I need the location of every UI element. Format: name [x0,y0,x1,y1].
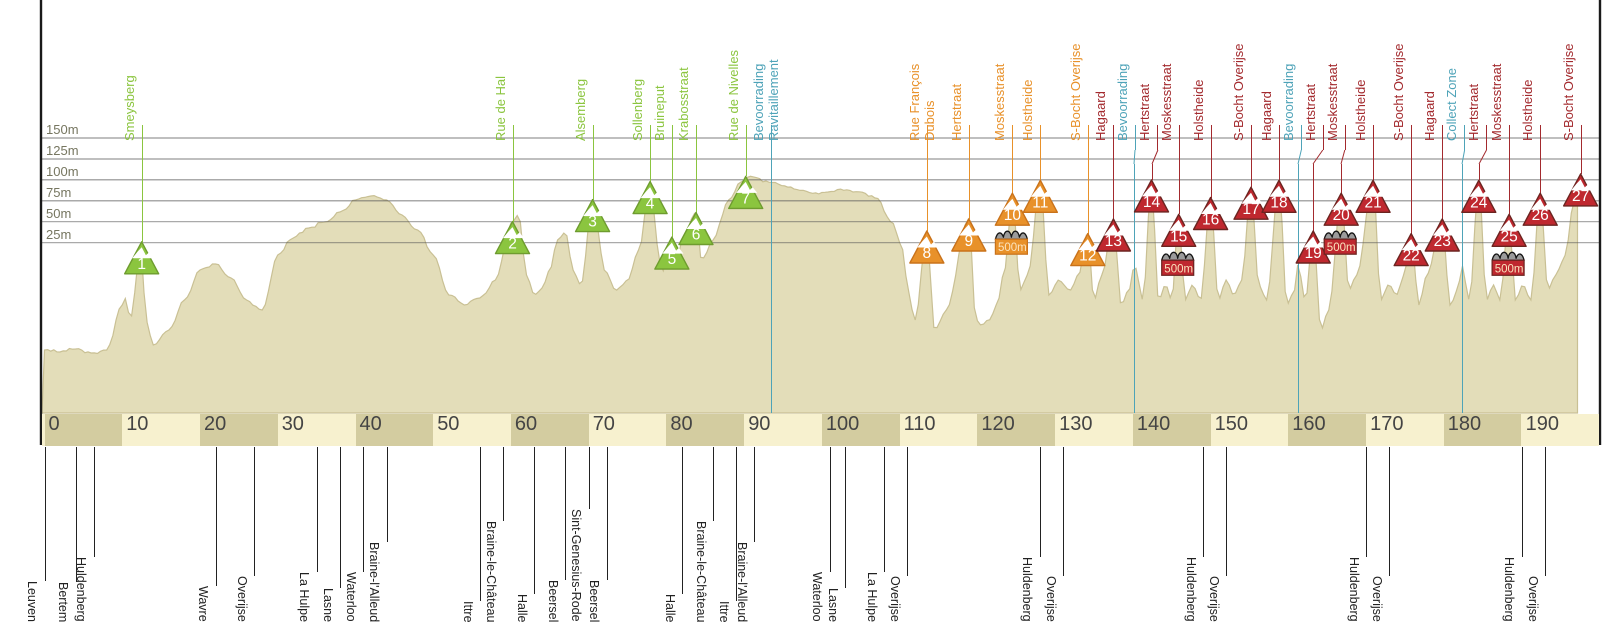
svg-text:1: 1 [137,256,146,273]
svg-text:17: 17 [1242,201,1259,218]
svg-text:19: 19 [1305,245,1322,262]
svg-text:22: 22 [1403,248,1420,265]
svg-text:10: 10 [1004,207,1022,224]
svg-text:4: 4 [646,196,655,213]
svg-text:3: 3 [588,214,597,231]
svg-text:7: 7 [741,190,750,207]
svg-text:23: 23 [1434,233,1451,250]
svg-text:13: 13 [1105,233,1122,250]
svg-text:27: 27 [1572,188,1589,205]
svg-text:25: 25 [1500,228,1517,245]
svg-text:6: 6 [692,227,701,244]
svg-text:15: 15 [1170,228,1187,245]
svg-text:9: 9 [964,233,973,250]
svg-text:5: 5 [668,251,677,268]
svg-text:12: 12 [1079,248,1096,265]
svg-text:500m: 500m [998,242,1027,254]
svg-text:11: 11 [1032,194,1048,211]
svg-text:24: 24 [1470,194,1488,211]
svg-text:500m: 500m [1327,242,1356,254]
svg-text:500m: 500m [1495,263,1524,275]
svg-text:16: 16 [1202,212,1219,229]
svg-text:21: 21 [1364,194,1381,211]
svg-text:500m: 500m [1164,263,1193,275]
svg-text:14: 14 [1143,194,1161,211]
svg-text:20: 20 [1333,207,1351,224]
svg-text:2: 2 [508,236,517,253]
svg-text:8: 8 [922,245,931,262]
svg-text:26: 26 [1532,207,1549,224]
svg-text:18: 18 [1270,194,1287,211]
